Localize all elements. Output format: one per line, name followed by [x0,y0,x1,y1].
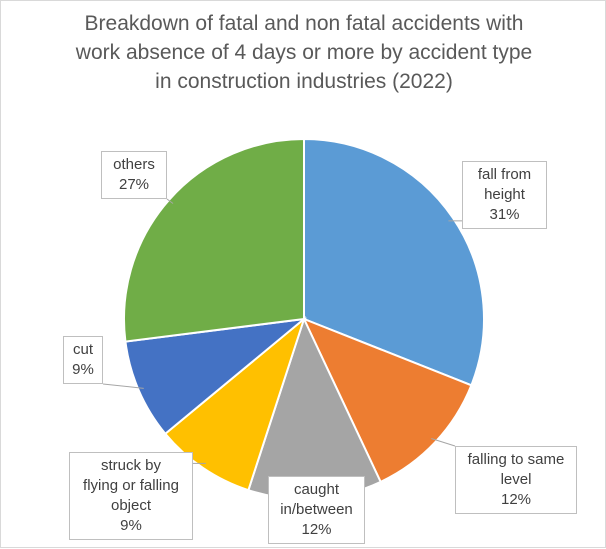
pie-slice-1 [302,317,473,484]
pie-slice-4 [124,317,308,436]
leader-line-4 [102,383,144,389]
data-label-others: others 27% [101,151,167,199]
data-label-percent: 27% [118,176,150,193]
data-label-struck-by-object: struck by flying or falling object 9% [69,452,193,540]
data-label-caught-in-between: caught in/between 12% [268,476,365,544]
data-label-category-line: struck by [100,457,161,474]
chart-title-line-3: in construction industries (2022) [155,70,453,93]
data-label-category-line: level [500,471,532,488]
data-label-percent: 12% [500,491,532,508]
data-label-category-line: height [484,186,525,203]
leader-line-1 [431,438,456,447]
data-label-percent: 31% [489,206,520,223]
data-label-falling-to-same-level: falling to same level 12% [455,446,577,514]
data-label-percent: 9% [72,361,94,378]
chart-title-line-1: Breakdown of fatal and non fatal acciden… [84,12,524,35]
data-label-category-line: caught [293,481,340,498]
pie-slice-3 [163,316,307,492]
data-label-category-line: object [110,497,152,514]
data-label-category-line: falling to same [467,451,565,468]
pie-slices [123,137,485,500]
chart-title-line-2: work absence of 4 days or more by accide… [75,41,533,64]
data-label-percent: 9% [120,517,142,534]
data-label-category-line: others [113,156,155,173]
data-label-category-line: cut [72,341,93,358]
pie-slice-0 [303,137,485,387]
leader-line-5 [166,198,174,204]
chart-title: Breakdown of fatal and non fatal acciden… [41,9,567,96]
leader-lines [102,198,462,464]
data-label-percent: 12% [301,521,332,538]
data-label-category-line: flying or falling [83,477,179,494]
data-label-fall-from-height: fall from height 31% [462,161,547,229]
data-label-cut: cut 9% [63,336,103,384]
data-label-category-line: fall from [477,166,532,183]
data-label-category-line: in/between [280,501,353,518]
